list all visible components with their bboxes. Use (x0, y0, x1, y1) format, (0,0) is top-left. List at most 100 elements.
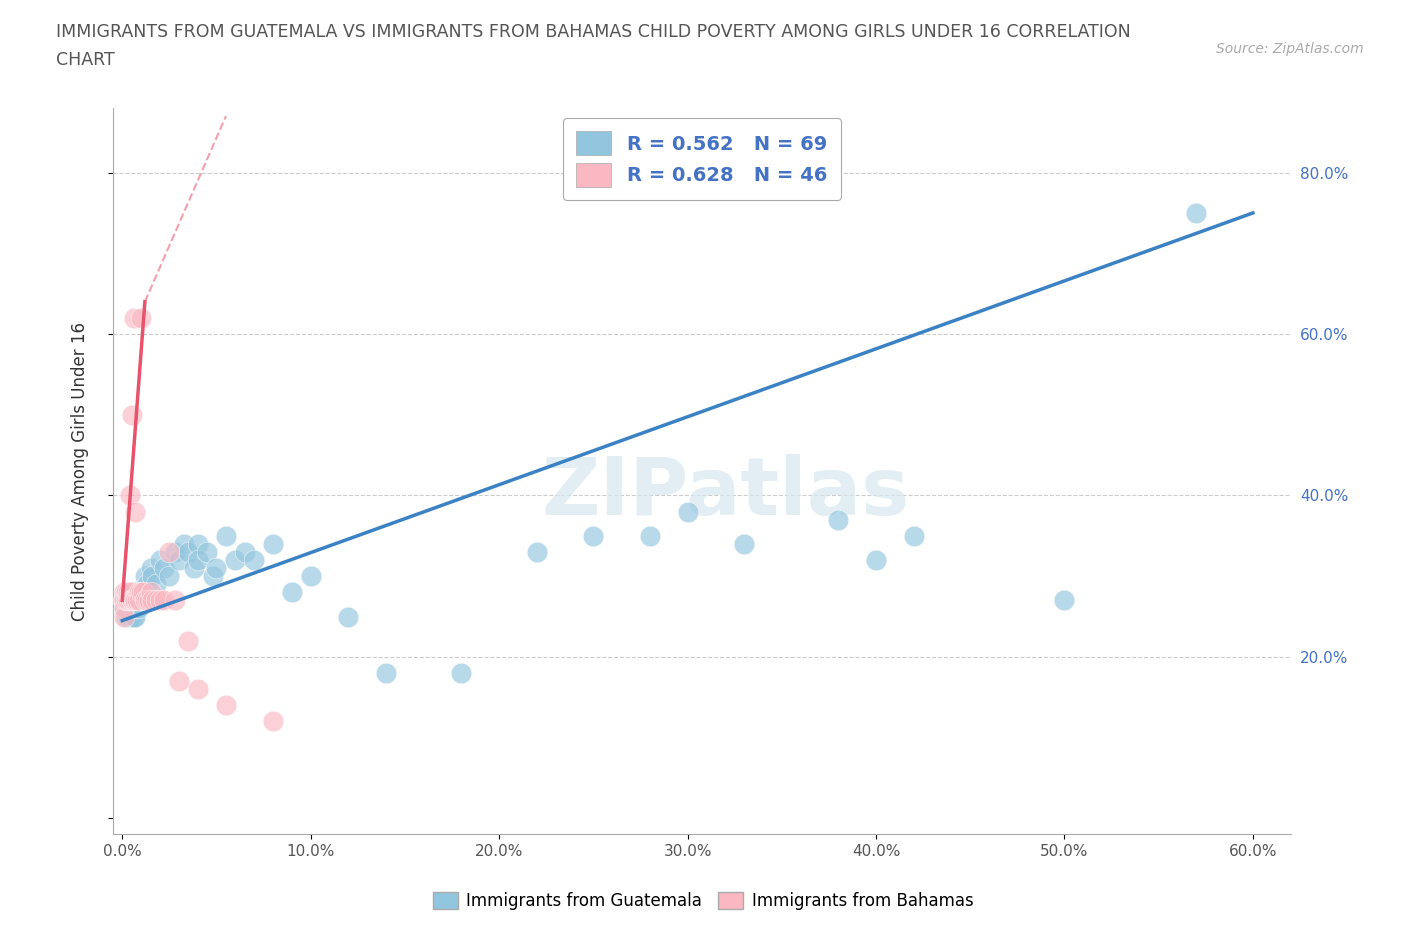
Point (117, 585, 139, 600)
Point (733, 537, 755, 551)
Y-axis label: Child Poverty Among Girls Under 16: Child Poverty Among Girls Under 16 (72, 322, 89, 620)
Point (337, 609, 360, 624)
Point (281, 585, 304, 600)
Point (117, 609, 139, 624)
Point (205, 561, 228, 576)
Point (132, 585, 155, 600)
Point (129, 311, 152, 325)
Point (262, 714, 284, 729)
Point (167, 552, 190, 567)
Point (124, 593, 146, 608)
Point (163, 545, 186, 560)
Point (135, 577, 157, 591)
Point (177, 545, 200, 560)
Text: CHART: CHART (56, 51, 115, 69)
Point (118, 601, 141, 616)
Point (450, 666, 472, 681)
Point (173, 537, 195, 551)
Text: Source: ZipAtlas.com: Source: ZipAtlas.com (1216, 42, 1364, 56)
Point (187, 552, 209, 567)
Point (224, 552, 246, 567)
Point (124, 585, 146, 600)
Point (141, 593, 163, 608)
Point (152, 593, 174, 608)
Point (215, 698, 238, 712)
Point (127, 601, 149, 616)
Point (149, 552, 172, 567)
Point (243, 552, 266, 567)
Point (112, 593, 135, 608)
Point (827, 512, 849, 527)
Point (638, 528, 661, 543)
Point (117, 593, 139, 608)
Point (124, 504, 146, 519)
Point (163, 593, 186, 608)
Point (121, 593, 143, 608)
Point (215, 528, 238, 543)
Point (145, 593, 167, 608)
Point (115, 593, 138, 608)
Point (124, 593, 146, 608)
Point (118, 593, 141, 608)
Point (118, 609, 141, 624)
Point (122, 585, 145, 600)
Point (152, 561, 174, 576)
Point (124, 609, 146, 624)
Point (115, 585, 138, 600)
Point (132, 585, 155, 600)
Point (118, 585, 141, 600)
Point (262, 537, 284, 551)
Legend: R = 0.562   N = 69, R = 0.628   N = 46: R = 0.562 N = 69, R = 0.628 N = 46 (562, 118, 841, 200)
Point (183, 561, 205, 576)
Point (122, 609, 145, 624)
Point (865, 552, 887, 567)
Point (375, 666, 398, 681)
Point (112, 601, 135, 616)
Point (121, 407, 143, 422)
Point (117, 593, 139, 608)
Point (233, 545, 256, 560)
Point (138, 593, 160, 608)
Point (122, 593, 145, 608)
Point (128, 593, 150, 608)
Point (128, 601, 150, 616)
Point (117, 601, 139, 616)
Point (903, 528, 925, 543)
Point (112, 609, 135, 624)
Point (134, 593, 156, 608)
Point (121, 585, 143, 600)
Point (129, 585, 152, 600)
Point (121, 609, 143, 624)
Point (177, 633, 200, 648)
Point (118, 585, 141, 600)
Point (112, 593, 135, 608)
Point (115, 593, 138, 608)
Point (117, 593, 139, 608)
Point (195, 545, 218, 560)
Point (157, 569, 180, 584)
Point (167, 673, 190, 688)
Text: ZIPatlas: ZIPatlas (541, 454, 910, 532)
Point (122, 311, 145, 325)
Point (187, 682, 209, 697)
Point (676, 504, 699, 519)
Point (145, 577, 167, 591)
Point (127, 593, 149, 608)
Point (122, 593, 145, 608)
Point (129, 585, 152, 600)
Text: IMMIGRANTS FROM GUATEMALA VS IMMIGRANTS FROM BAHAMAS CHILD POVERTY AMONG GIRLS U: IMMIGRANTS FROM GUATEMALA VS IMMIGRANTS … (56, 23, 1130, 41)
Point (149, 593, 172, 608)
Point (128, 585, 150, 600)
Point (121, 593, 143, 608)
Point (121, 593, 143, 608)
Point (141, 569, 163, 584)
Point (299, 569, 322, 584)
Point (128, 593, 150, 608)
Point (124, 601, 146, 616)
Point (1053, 593, 1076, 608)
Point (526, 545, 548, 560)
Point (139, 585, 162, 600)
Point (201, 569, 224, 584)
Point (117, 585, 139, 600)
Point (115, 609, 138, 624)
